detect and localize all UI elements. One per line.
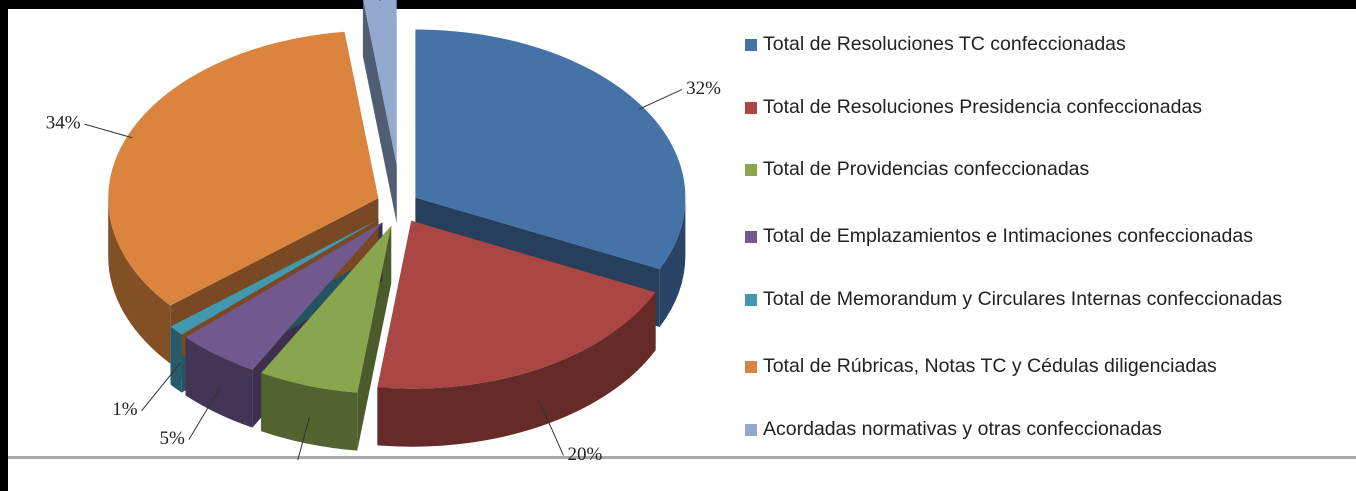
pie-area: 32%20%6%5%1%34%2% — [46, 0, 721, 460]
slice-wall — [659, 197, 686, 327]
slice — [185, 222, 383, 370]
legend-swatch — [745, 39, 757, 51]
leader-line — [84, 123, 133, 139]
legend-label: Acordadas normativas y otras confecciona… — [763, 418, 1162, 440]
slice-wall — [185, 337, 253, 428]
legend-item: Total de Memorandum y Circulares Interna… — [745, 281, 1320, 318]
legend-swatch — [745, 361, 757, 373]
data-label: 34% — [46, 113, 81, 134]
data-label: 5% — [160, 428, 186, 449]
legend-swatch — [745, 102, 757, 114]
slice — [377, 220, 656, 389]
leader-line — [188, 387, 221, 440]
slice-wall — [377, 292, 656, 447]
legend-swatch — [745, 294, 757, 306]
data-label: 32% — [686, 78, 721, 99]
slice — [261, 225, 392, 393]
legend-swatch — [745, 164, 757, 176]
legend-label: Total de Resoluciones TC confeccionadas — [763, 33, 1126, 55]
leader-line — [141, 362, 181, 412]
legend-item: Total de Resoluciones Presidencia confec… — [745, 89, 1320, 126]
legend-item: Total de Rúbricas, Notas TC y Cédulas di… — [745, 348, 1320, 385]
slice — [170, 219, 379, 335]
leader-line — [538, 399, 564, 456]
legend-label: Total de Rúbricas, Notas TC y Cédulas di… — [763, 355, 1217, 377]
data-label: 1% — [112, 399, 138, 420]
data-label: 20% — [567, 444, 602, 460]
legend-item: Total de Providencias confeccionadas — [745, 151, 1320, 188]
legend-item: Total de Emplazamientos e Intimaciones c… — [745, 218, 1320, 255]
leader-line — [638, 89, 683, 110]
slice — [415, 29, 686, 269]
legend-label: Total de Resoluciones Presidencia confec… — [763, 96, 1203, 118]
frame-border — [8, 456, 1356, 459]
legend-label: Total de Providencias confeccionadas — [763, 158, 1090, 180]
legend-item: Total de Resoluciones TC confeccionadas — [745, 26, 1320, 63]
frame-border — [0, 0, 1356, 9]
legend-swatch — [745, 231, 757, 243]
legend-label: Total de Emplazamientos e Intimaciones c… — [763, 225, 1253, 247]
slice-side — [362, 0, 397, 224]
slice-wall — [108, 198, 171, 364]
legend-label: Total de Memorandum y Circulares Interna… — [763, 288, 1283, 310]
slice — [108, 31, 379, 306]
frame-border — [0, 0, 8, 491]
slice-wall — [170, 326, 182, 393]
legend-item: Acordadas normativas y otras confecciona… — [745, 411, 1320, 448]
leader-line — [297, 417, 310, 460]
legend-swatch — [745, 424, 757, 436]
slice — [363, 0, 397, 166]
slice-wall — [261, 373, 358, 451]
